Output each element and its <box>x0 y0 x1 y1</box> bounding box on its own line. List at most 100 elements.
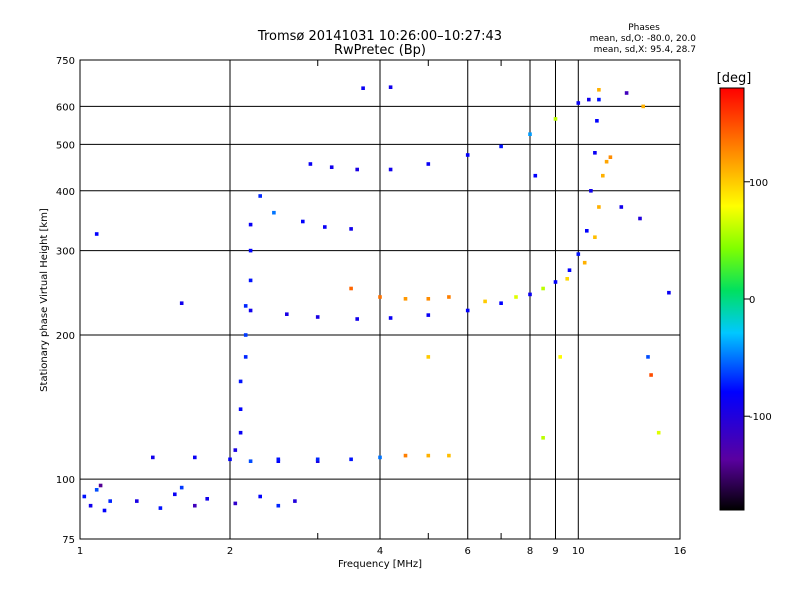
data-point <box>248 459 253 463</box>
data-point <box>179 485 184 490</box>
colorbar-tick-label: 100 <box>749 178 768 189</box>
y-tick-label: 300 <box>56 247 75 258</box>
y-tick-label: 500 <box>56 140 75 151</box>
data-point <box>94 488 99 492</box>
colorbar-ticks: 100 0 -100 <box>744 178 772 423</box>
x-tick-label: 16 <box>674 546 687 557</box>
data-point <box>388 167 393 172</box>
data-point <box>88 503 93 508</box>
data-point <box>585 229 589 233</box>
data-point <box>593 235 597 239</box>
colorbar-tick-label: -100 <box>749 412 772 423</box>
data-point <box>98 483 103 488</box>
data-point <box>243 355 248 359</box>
data-point <box>587 97 591 102</box>
data-point <box>593 151 597 155</box>
data-point <box>624 91 629 95</box>
y-tick-label: 600 <box>56 102 75 113</box>
data-point <box>349 286 353 291</box>
data-point <box>238 430 243 435</box>
data-point <box>465 308 470 313</box>
data-point <box>315 457 320 462</box>
x-tick-label: 10 <box>572 546 585 557</box>
stats-o-line: mean, sd,O: -80.0, 20.0 <box>590 34 697 44</box>
y-tick-label: 750 <box>56 56 75 67</box>
stats-header: Phases <box>628 23 660 33</box>
data-point <box>426 355 431 359</box>
data-point <box>248 278 253 283</box>
colorbar-tick-label: 0 <box>749 295 755 306</box>
data-point <box>601 173 605 178</box>
x-tick-label: 8 <box>527 546 533 557</box>
x-axis-ticks: 1 2 4 6 8 9 10 16 <box>77 60 687 557</box>
data-point <box>638 216 642 221</box>
data-point <box>483 299 487 304</box>
data-point <box>308 162 313 166</box>
data-point <box>233 448 238 452</box>
data-point <box>378 295 382 299</box>
data-point <box>228 457 232 462</box>
chart-title: Tromsø 20141031 10:26:00–10:27:43 <box>257 29 502 44</box>
data-point <box>646 355 650 359</box>
data-point <box>238 379 243 384</box>
data-point <box>285 312 289 316</box>
plot-frame <box>79 59 681 540</box>
data-point <box>276 503 281 508</box>
colorbar-label: [deg] <box>717 71 752 86</box>
data-point <box>349 227 353 231</box>
data-point <box>349 457 353 462</box>
data-point <box>158 506 163 510</box>
y-tick-label: 400 <box>56 187 75 198</box>
data-point <box>403 297 408 301</box>
x-tick-label: 9 <box>552 546 558 557</box>
data-point <box>553 117 558 121</box>
data-point <box>426 162 431 166</box>
stats-x-line: mean, sd,X: 95.4, 28.7 <box>594 45 696 55</box>
data-point <box>179 301 184 305</box>
data-point <box>553 280 558 284</box>
data-point <box>597 97 601 102</box>
colorbar <box>719 87 745 511</box>
data-point <box>355 317 359 321</box>
data-point <box>426 297 431 301</box>
data-point <box>528 292 532 297</box>
y-tick-label: 200 <box>56 331 75 342</box>
data-point <box>403 453 408 458</box>
data-point <box>293 499 297 503</box>
data-point <box>82 494 87 499</box>
data-point <box>238 407 243 411</box>
x-tick-label: 4 <box>377 546 383 557</box>
data-point <box>193 503 197 508</box>
data-point <box>641 104 645 109</box>
x-axis-label: Frequency [MHz] <box>338 559 422 570</box>
data-point <box>248 308 253 313</box>
data-point <box>597 205 601 209</box>
data-point <box>94 232 99 236</box>
x-tick-label: 6 <box>465 546 471 557</box>
data-point <box>597 88 601 92</box>
data-point <box>323 225 327 229</box>
data-point <box>608 155 613 159</box>
data-point <box>528 132 532 136</box>
data-point <box>378 455 382 460</box>
data-point <box>426 313 431 317</box>
data-point <box>567 268 572 272</box>
x-tick-label: 1 <box>77 546 83 557</box>
data-point <box>233 501 238 506</box>
chart-subtitle: RwPretec (Bp) <box>334 43 426 58</box>
data-point <box>248 222 253 227</box>
data-point <box>558 355 562 359</box>
data-point <box>565 277 569 281</box>
data-point <box>541 286 545 291</box>
data-point <box>447 295 451 299</box>
data-point <box>135 499 139 503</box>
data-point <box>272 210 276 215</box>
data-point <box>447 453 451 458</box>
data-point <box>276 459 281 463</box>
data-point <box>649 373 653 377</box>
data-point <box>301 219 305 224</box>
data-point <box>388 316 393 320</box>
data-point <box>258 194 262 198</box>
data-point <box>541 436 545 440</box>
data-point <box>656 430 661 435</box>
